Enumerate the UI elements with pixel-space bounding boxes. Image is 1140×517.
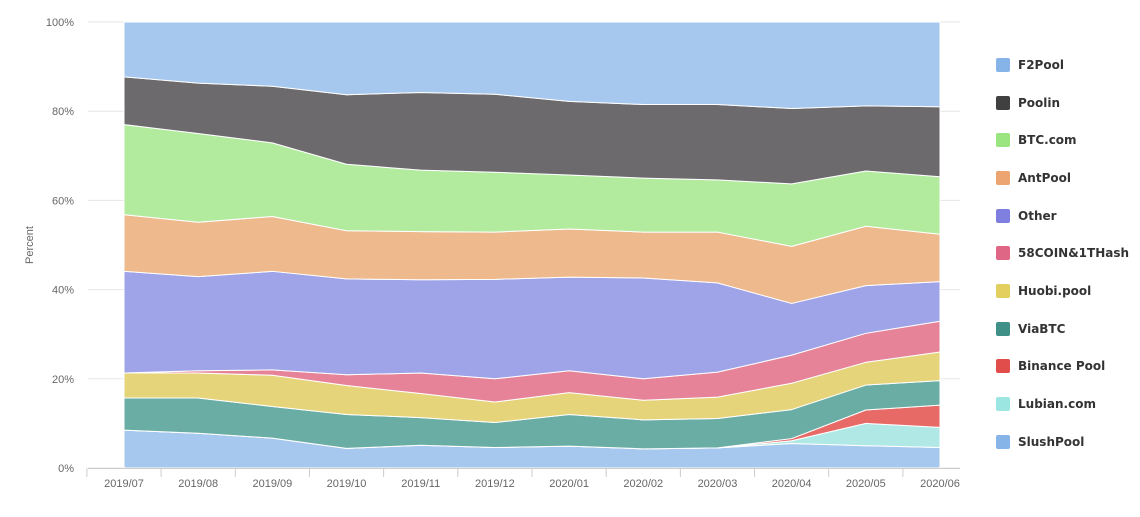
legend-item-binance-pool[interactable]: Binance Pool <box>996 348 1136 386</box>
legend-label: Lubian.com <box>1018 397 1096 412</box>
x-tick-label: 2019/09 <box>252 478 292 490</box>
legend-swatch <box>996 208 1010 223</box>
legend-label: Binance Pool <box>1018 359 1106 374</box>
legend-label: 58COIN&1THash <box>1018 246 1130 261</box>
axis-layer: 2019/07 2019/08 2019/09 2019/10 2019/11 2019/… <box>86 468 978 490</box>
legend: F2Pool Poolin BTC.com AntPool Other 58COIN&1T… <box>996 46 1136 461</box>
legend-item-lubian-com[interactable]: Lubian.com <box>996 385 1136 423</box>
y-tick-label: 60% <box>52 195 74 207</box>
legend-swatch <box>996 434 1010 449</box>
y-axis-label: Percent <box>24 226 36 264</box>
x-tick-label: 2019/07 <box>104 478 144 490</box>
series-area-f2pool[interactable] <box>123 21 941 110</box>
legend-label: BTC.com <box>1018 133 1077 148</box>
x-tick-label: 2020/03 <box>698 478 738 490</box>
legend-item-viabtc[interactable]: ViaBTC <box>996 310 1136 348</box>
x-tick-label: 2019/10 <box>327 478 367 490</box>
legend-label: ViaBTC <box>1018 321 1066 336</box>
legend-label: Huobi.pool <box>1018 283 1092 298</box>
legend-swatch <box>996 359 1010 374</box>
legend-swatch <box>996 57 1010 72</box>
legend-item-other[interactable]: Other <box>996 197 1136 235</box>
x-tick-label: 2019/08 <box>178 478 218 490</box>
legend-item-poolin[interactable]: Poolin <box>996 84 1136 122</box>
legend-swatch <box>996 321 1010 336</box>
y-tick-label: 0% <box>58 463 74 475</box>
legend-swatch <box>996 246 1010 261</box>
y-tick-label: 40% <box>52 285 74 297</box>
legend-item-58coin-1thash[interactable]: 58COIN&1THash <box>996 234 1136 272</box>
x-tick-label: 2020/02 <box>623 478 663 490</box>
chart-svg: 0% 20% 40% 60% 80% 100% 2019/07 2019/08 2019/09… <box>24 17 978 490</box>
x-tick-label: 2020/06 <box>920 478 960 490</box>
legend-swatch <box>996 133 1010 148</box>
legend-label: AntPool <box>1018 170 1071 185</box>
area-layer <box>123 21 941 469</box>
legend-swatch <box>996 95 1010 110</box>
legend-item-btc-com[interactable]: BTC.com <box>996 121 1136 159</box>
legend-label: F2Pool <box>1018 57 1064 72</box>
legend-item-slushpool[interactable]: SlushPool <box>996 423 1136 461</box>
x-tick-label: 2020/01 <box>549 478 589 490</box>
y-tick-label: 80% <box>52 106 74 118</box>
legend-label: Poolin <box>1018 95 1061 110</box>
legend-item-f2pool[interactable]: F2Pool <box>996 46 1136 84</box>
legend-swatch <box>996 397 1010 412</box>
legend-label: SlushPool <box>1018 434 1085 449</box>
y-tick-label: 100% <box>46 17 74 29</box>
x-tick-label: 2020/05 <box>846 478 886 490</box>
legend-label: Other <box>1018 208 1057 223</box>
x-tick-label: 2019/11 <box>401 478 440 490</box>
legend-item-huobi-pool[interactable]: Huobi.pool <box>996 272 1136 310</box>
legend-item-antpool[interactable]: AntPool <box>996 159 1136 197</box>
y-tick-label: 20% <box>52 374 74 386</box>
legend-swatch <box>996 170 1010 185</box>
x-tick-label: 2020/04 <box>772 478 812 490</box>
legend-swatch <box>996 283 1010 298</box>
x-tick-label: 2019/12 <box>475 478 515 490</box>
